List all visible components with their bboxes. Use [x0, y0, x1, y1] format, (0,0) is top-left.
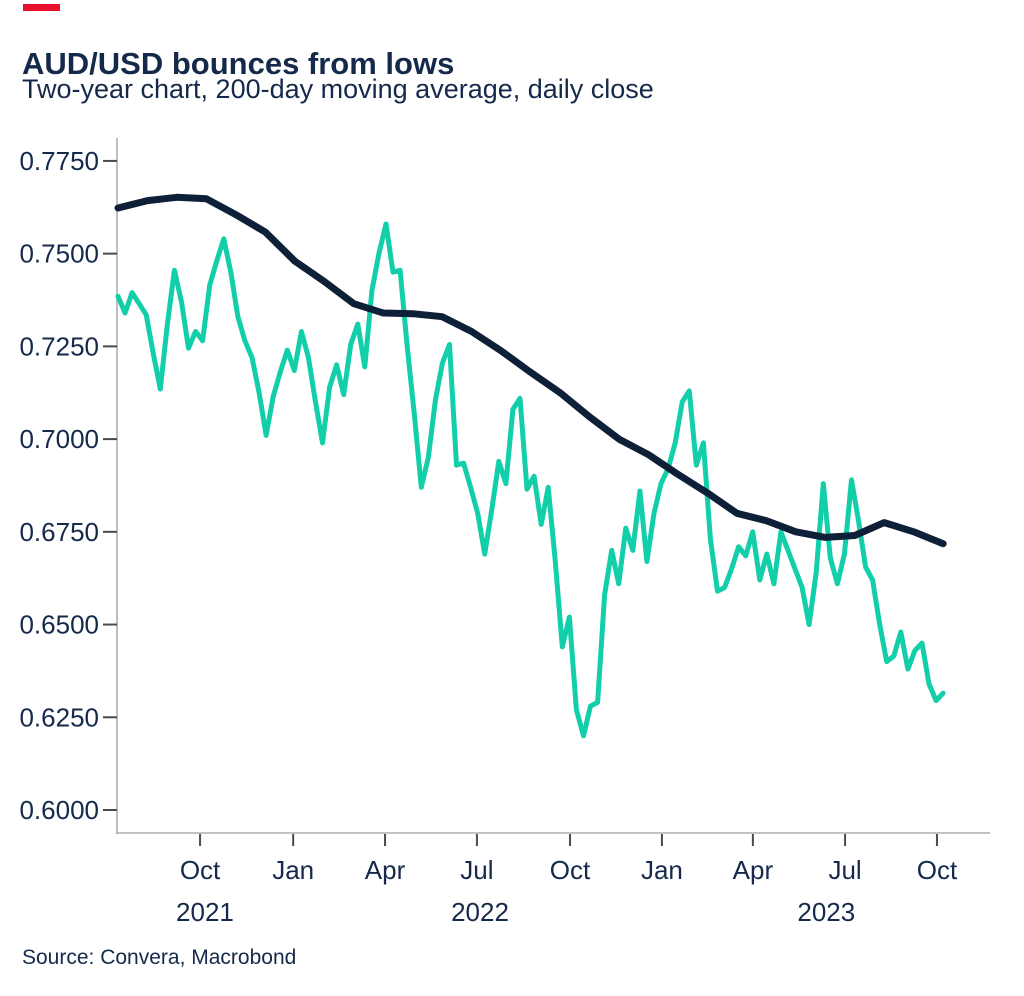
y-tick-label: 0.7250 [19, 331, 99, 361]
x-tick-label: Oct [180, 855, 221, 885]
y-tick-label: 0.7000 [19, 424, 99, 454]
x-tick-label: Jan [272, 855, 314, 885]
x-year-label: 2022 [451, 897, 509, 927]
x-tick-label: Oct [550, 855, 591, 885]
x-year-label: 2023 [797, 897, 855, 927]
price-line [115, 221, 946, 739]
moving-average-line [114, 193, 947, 548]
x-tick-label: Apr [365, 855, 406, 885]
y-tick-label: 0.6250 [19, 702, 99, 732]
source-note: Source: Convera, Macrobond [22, 946, 297, 969]
y-tick-label: 0.6000 [19, 795, 99, 825]
y-tick-label: 0.7500 [19, 239, 99, 269]
x-tick-label: Jul [828, 855, 861, 885]
chart-title: AUD/USD bounces from lows [22, 45, 455, 81]
y-tick-label: 0.7750 [19, 146, 99, 176]
y-tick-label: 0.6500 [19, 610, 99, 640]
x-tick-label: Jul [460, 855, 493, 885]
x-tick-label: Apr [733, 855, 774, 885]
y-tick-label: 0.6750 [19, 517, 99, 547]
brand-accent-bar [23, 4, 60, 11]
chart-subtitle: Two-year chart, 200-day moving average, … [22, 74, 654, 104]
x-tick-label: Jan [641, 855, 683, 885]
x-tick-label: Oct [917, 855, 958, 885]
x-year-label: 2021 [176, 897, 234, 927]
